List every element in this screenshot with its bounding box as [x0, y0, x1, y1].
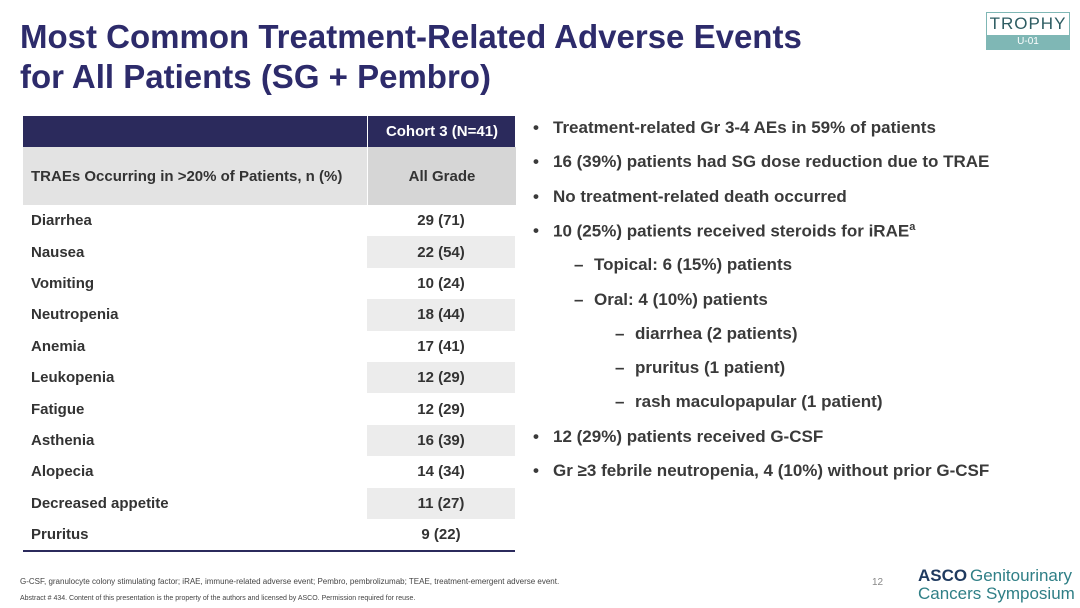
bullet-marker: – — [615, 358, 625, 378]
group-header: Cohort 3 (N=41) — [367, 116, 516, 147]
bullet-item: Topical: 6 (15%) patients — [594, 255, 792, 275]
cell: Leukopenia — [31, 369, 115, 387]
table-row: Alopecia 14 (34) — [23, 456, 515, 487]
cell: Fatigue — [31, 400, 85, 418]
page-number: 12 — [872, 577, 884, 588]
cell: 11 (27) — [367, 487, 515, 519]
bullet-text: rash maculopapular (1 patient) — [635, 392, 883, 412]
column-header-row: TRAEs Occurring in >20% of Patients, n (… — [23, 147, 516, 205]
bullet-item: 16 (39%) patients had SG dose reduction … — [553, 152, 989, 172]
bullet-text: diarrhea (2 patients) — [635, 323, 798, 343]
bullet-marker: • — [533, 118, 539, 137]
bullet-marker: – — [574, 289, 584, 309]
cell: Alopecia — [31, 463, 94, 481]
bullet-text: 12 (29%) patients received G-CSF — [553, 426, 824, 446]
bullet-text: No treatment-related death occurred — [553, 186, 847, 206]
table-row: Neutropenia 18 (44) — [23, 299, 515, 331]
table-row: Fatigue 12 (29) — [23, 393, 515, 424]
cell: Nausea — [31, 243, 85, 261]
column-header: TRAEs Occurring in >20% of Patients, n (… — [31, 167, 343, 185]
table-row: Pruritus 9 (22) — [23, 519, 515, 550]
cell: Neutropenia — [31, 306, 119, 324]
table-row: Nausea 22 (54) — [23, 236, 515, 268]
bullet-marker: • — [533, 152, 539, 172]
bullet-marker: – — [615, 323, 625, 343]
cell: 10 (24) — [417, 274, 465, 292]
cell: 29 (71) — [417, 212, 465, 230]
bullet-item: No treatment-related death occurred — [553, 187, 847, 207]
bullet-item: Treatment-related Gr 3-4 AEs in 59% of p… — [553, 118, 936, 138]
bullet-item: 10 (25%) patients received steroids for … — [553, 221, 915, 242]
title-line: Most Common Treatment-Related Adverse Ev… — [20, 18, 802, 55]
title-line: for All Patients (SG + Pembro) — [20, 58, 491, 95]
cell: 17 (41) — [417, 337, 465, 355]
bullet-text: 10 (25%) patients received steroids for … — [553, 221, 910, 241]
bullet-text: Gr ≥3 febrile neutropenia, 4 (10%) witho… — [553, 461, 990, 480]
table-row: Anemia 17 (41) — [23, 331, 515, 362]
bullet-item: Gr ≥3 febrile neutropenia, 4 (10%) witho… — [553, 461, 989, 481]
cell: Decreased appetite — [31, 494, 169, 512]
table-row: Asthenia 16 (39) — [23, 424, 515, 457]
column-header: All Grade — [367, 147, 516, 205]
bullet-item: rash maculopapular (1 patient) — [635, 392, 883, 412]
bullet-marker: • — [533, 186, 539, 206]
bullet-marker: – — [574, 255, 584, 275]
bullet-item: pruritus (1 patient) — [635, 358, 785, 378]
bullet-text: pruritus (1 patient) — [635, 358, 786, 378]
footnote: G-CSF, granulocyte colony stimulating fa… — [20, 577, 560, 586]
bullet-marker: – — [615, 392, 625, 412]
table-rule — [23, 550, 515, 553]
cell: 22 (54) — [367, 236, 515, 268]
bullet-marker: • — [533, 220, 539, 240]
logo-study: U-01 — [987, 35, 1069, 49]
bullet-text: Oral: 4 (10%) patients — [594, 289, 768, 309]
bullet-marker: • — [533, 461, 539, 480]
table-row: Vomiting 10 (24) — [23, 268, 515, 299]
logo: TROPHY U-01 — [986, 12, 1070, 50]
meeting-name: Genitourinary — [970, 566, 1073, 585]
cell: Vomiting — [31, 274, 95, 292]
superscript: a — [909, 220, 916, 233]
cell: Asthenia — [31, 431, 95, 449]
bullet-text: 16 (39%) patients had SG dose reduction … — [553, 152, 990, 172]
table-row: Diarrhea 29 (71) — [23, 205, 515, 236]
cell: Pruritus — [31, 526, 89, 544]
cell: 14 (34) — [417, 463, 465, 481]
bullet-text: Topical: 6 (15%) patients — [594, 255, 793, 275]
bullet-item: 12 (29%) patients received G-CSF — [553, 427, 823, 447]
cell: 18 (44) — [367, 299, 515, 331]
cell: Anemia — [31, 337, 86, 355]
group-header-row: Cohort 3 (N=41) — [23, 116, 515, 147]
meeting-name: Cancers Symposium — [918, 584, 1075, 603]
cell: 9 (22) — [421, 526, 461, 544]
bullet-item: diarrhea (2 patients) — [635, 324, 798, 344]
table-row: Decreased appetite 11 (27) — [23, 487, 515, 519]
table-row: Leukopenia 12 (29) — [23, 362, 515, 394]
bullet-item: Oral: 4 (10%) patients — [594, 290, 768, 310]
abstract-note: Abstract # 434. Content of this presenta… — [20, 595, 416, 602]
cell: 12 (29) — [417, 400, 465, 418]
cell: 12 (29) — [367, 362, 515, 394]
cell: Diarrhea — [31, 212, 92, 230]
bullet-marker: • — [533, 426, 539, 446]
cell: 16 (39) — [367, 424, 515, 457]
brand: ASCO — [918, 566, 968, 585]
logo-name: TROPHY — [989, 14, 1067, 33]
bullet-text: Treatment-related Gr 3-4 AEs in 59% of p… — [553, 118, 936, 137]
